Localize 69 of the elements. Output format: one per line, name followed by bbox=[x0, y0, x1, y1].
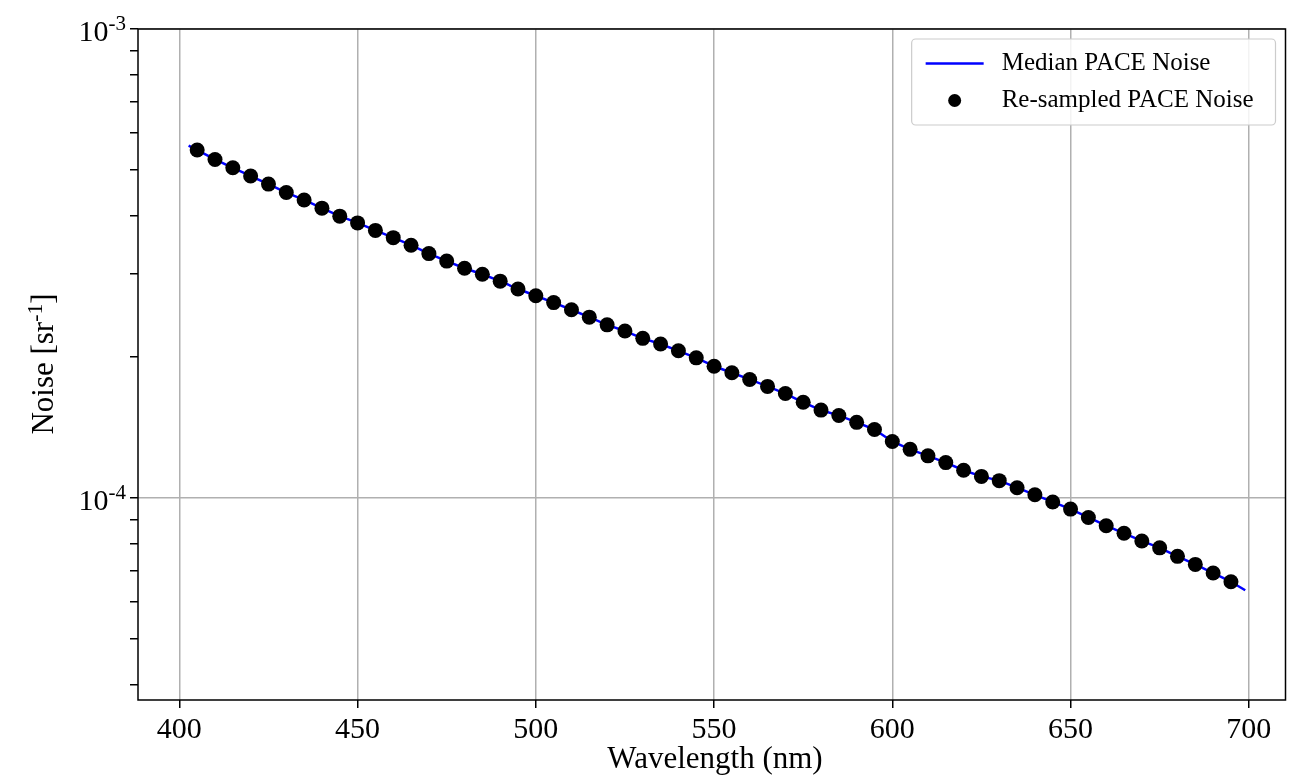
x-tick-label: 600 bbox=[869, 710, 915, 744]
x-tick-label: 650 bbox=[1048, 710, 1094, 744]
point bbox=[439, 253, 455, 269]
x-tick-label: 450 bbox=[335, 710, 381, 744]
point bbox=[813, 402, 829, 418]
point bbox=[1098, 518, 1114, 534]
point bbox=[581, 309, 597, 325]
point bbox=[706, 358, 722, 374]
point bbox=[1223, 574, 1239, 590]
point bbox=[599, 317, 615, 333]
point bbox=[849, 414, 865, 430]
point bbox=[1045, 494, 1061, 510]
point bbox=[474, 266, 490, 282]
point bbox=[831, 407, 847, 423]
point bbox=[350, 215, 366, 231]
point bbox=[385, 230, 401, 246]
point bbox=[973, 468, 989, 484]
x-tick-label: 400 bbox=[156, 710, 202, 744]
point bbox=[225, 160, 241, 176]
point bbox=[884, 433, 900, 449]
point bbox=[866, 421, 882, 437]
point bbox=[670, 343, 686, 359]
point bbox=[207, 151, 223, 167]
point bbox=[742, 371, 758, 387]
point bbox=[510, 281, 526, 297]
legend-label: Median PACE Noise bbox=[1001, 48, 1211, 76]
point bbox=[243, 168, 259, 184]
point bbox=[1063, 501, 1079, 517]
y-tick-label: 10$^{-3}$ bbox=[78, 10, 126, 47]
point bbox=[617, 323, 633, 339]
point bbox=[635, 330, 651, 346]
point bbox=[1080, 509, 1096, 525]
point bbox=[528, 288, 544, 304]
point bbox=[920, 448, 936, 464]
point bbox=[421, 246, 437, 262]
point bbox=[1152, 540, 1168, 556]
point bbox=[1205, 565, 1221, 581]
point bbox=[457, 260, 473, 276]
point bbox=[1187, 556, 1203, 572]
point bbox=[902, 441, 918, 457]
point bbox=[760, 378, 776, 394]
point bbox=[563, 302, 579, 318]
point bbox=[991, 473, 1007, 489]
point bbox=[653, 336, 669, 352]
point bbox=[260, 176, 276, 192]
point bbox=[1169, 548, 1185, 564]
x-tick-label: 700 bbox=[1226, 710, 1272, 744]
point bbox=[403, 237, 419, 253]
point bbox=[189, 142, 205, 158]
point bbox=[688, 350, 704, 366]
point bbox=[278, 185, 294, 201]
legend-label: Re-sampled PACE Noise bbox=[1001, 85, 1254, 113]
point bbox=[314, 200, 330, 216]
point bbox=[332, 208, 348, 224]
point bbox=[546, 295, 562, 311]
point bbox=[724, 365, 740, 381]
point bbox=[492, 273, 508, 289]
point bbox=[1116, 525, 1132, 541]
point bbox=[296, 192, 312, 208]
point bbox=[795, 394, 811, 410]
x-tick-label: 500 bbox=[513, 710, 559, 744]
point bbox=[367, 222, 383, 238]
point bbox=[1027, 487, 1043, 503]
point bbox=[1134, 533, 1150, 549]
y-tick-label: 10$^{-4}$ bbox=[78, 479, 126, 516]
point bbox=[1009, 480, 1025, 496]
point bbox=[956, 462, 972, 478]
point bbox=[938, 455, 954, 471]
point bbox=[777, 386, 793, 402]
